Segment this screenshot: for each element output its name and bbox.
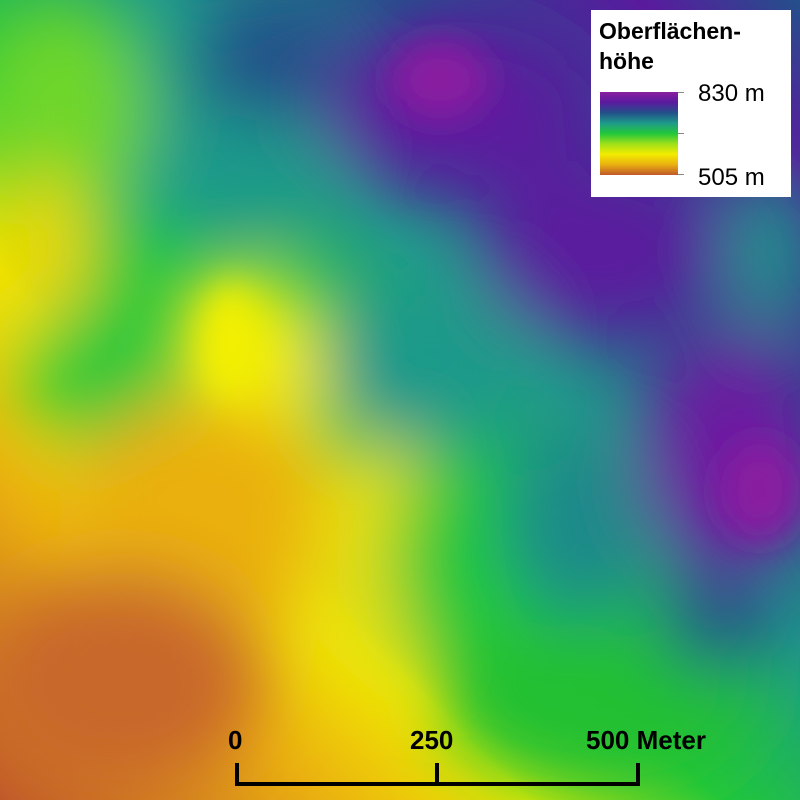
scale-tick (636, 763, 640, 786)
scale-label-0: 0 (228, 725, 243, 755)
legend-min-label: 505 m (698, 164, 765, 191)
legend: Oberflächen- höhe 830 m 505 m (591, 10, 791, 197)
legend-tick-min (678, 174, 684, 175)
legend-title: Oberflächen- höhe (599, 18, 741, 74)
scale-tick (235, 763, 239, 786)
scale-tick (435, 763, 439, 786)
legend-tick-mid (678, 133, 684, 134)
legend-max-label: 830 m (698, 80, 765, 107)
scale-label-250: 250 (410, 725, 454, 755)
legend-tick-max (678, 92, 684, 93)
color-ramp (600, 92, 678, 175)
scale-label-500: 500 Meter (586, 725, 706, 755)
